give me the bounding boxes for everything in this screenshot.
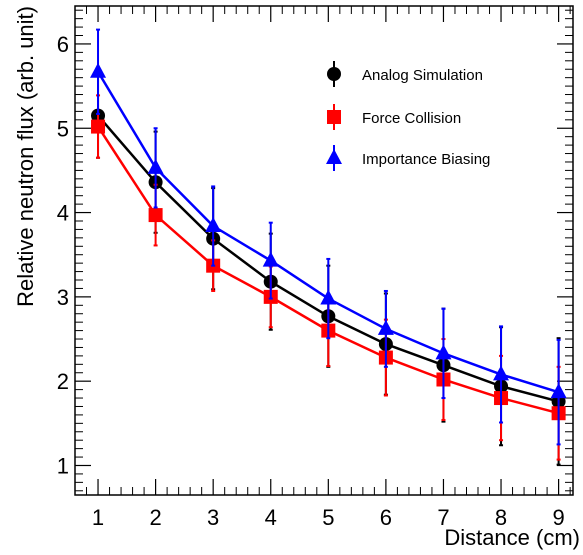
x-tick-label: 6	[380, 505, 392, 530]
y-tick-label: 2	[57, 369, 69, 394]
y-tick-label: 1	[57, 453, 69, 478]
legend: Analog Simulation Force Collision Importan…	[326, 61, 490, 171]
data-point	[320, 290, 336, 305]
legend-marker	[326, 149, 342, 164]
data-point	[263, 252, 279, 267]
series-group	[90, 30, 567, 465]
legend-label: Importance Biasing	[362, 151, 490, 168]
legend-marker	[327, 67, 341, 81]
x-axis-title: Distance (cm)	[444, 525, 580, 550]
data-point	[378, 320, 394, 335]
series-importance-biasing	[90, 30, 567, 445]
x-tick-label: 2	[149, 505, 161, 530]
axis-ticks	[75, 6, 573, 495]
x-tick-label: 4	[265, 505, 277, 530]
y-tick-label: 4	[57, 201, 69, 226]
legend-marker	[327, 110, 341, 124]
y-tick-label: 6	[57, 32, 69, 57]
data-point	[149, 208, 163, 222]
x-tick-label: 5	[322, 505, 334, 530]
plot-frame	[75, 6, 573, 495]
legend-label: Force Collision	[362, 110, 461, 127]
y-tick-label: 5	[57, 116, 69, 141]
y-axis-title: Relative neutron flux (arb. unit)	[13, 6, 38, 307]
x-tick-label: 3	[207, 505, 219, 530]
y-tick-label: 3	[57, 285, 69, 310]
data-point	[90, 63, 106, 78]
legend-label: Analog Simulation	[362, 67, 483, 84]
x-tick-label: 1	[92, 505, 104, 530]
data-point	[91, 120, 105, 134]
data-point	[148, 159, 164, 174]
